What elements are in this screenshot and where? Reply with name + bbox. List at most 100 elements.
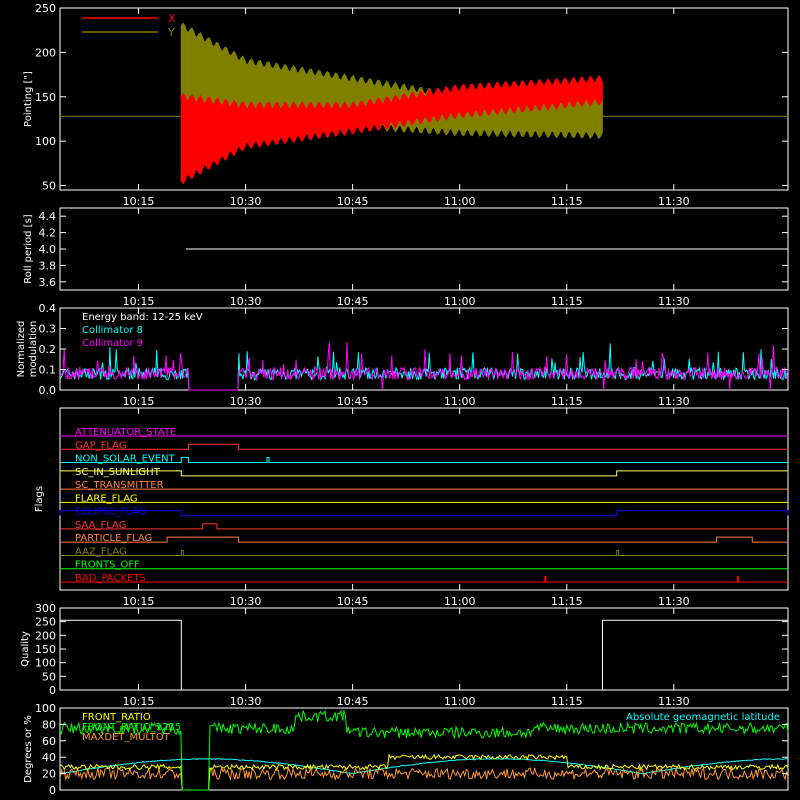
y-tick-label: 0.3 [39, 323, 57, 336]
x-tick-label: 10:15 [123, 695, 155, 708]
x-tick-label: 10:15 [123, 395, 155, 408]
pointing-y-ticks: 50 100 150 200 250 [35, 2, 788, 193]
flag-line-non-solar-event [60, 457, 788, 464]
flags-frame [59, 407, 789, 591]
x-tick-label: 10:45 [337, 595, 369, 608]
y-tick-label: 100 [35, 657, 56, 670]
flag-label-flare-flag: FLARE_FLAG [75, 493, 138, 504]
y-tick-label: 4.0 [39, 243, 57, 256]
flag-label-bad-packets: BAD_PACKETS [75, 573, 146, 584]
flag-label-sc-transmitter: SC_TRANSMITTER [75, 480, 164, 491]
roll-period-y-ticks: 3.6 3.8 4.0 4.2 4.4 [39, 210, 788, 289]
x-tick-label: 10:30 [230, 195, 262, 208]
x-tick-label: 11:15 [551, 195, 583, 208]
ratio-line-front-ratio-1225 [59, 709, 789, 791]
modulation-y-axis-label-line1: Normalized [16, 321, 27, 378]
flag-label-gap-flag: GAP_FLAG [75, 440, 127, 451]
legend-x-label: X [168, 12, 176, 25]
flags-panel: ATTENUATOR_STATE GAP_FLAG NON_SOLAR_EVENT S… [34, 407, 789, 608]
x-tick-label: 10:45 [337, 695, 369, 708]
modulation-x-ticks: 10:15 10:30 10:45 11:00 11:15 11:30 [123, 308, 690, 408]
roll-period-panel: 3.6 3.8 4.0 4.2 4.4 10:15 10:30 10:45 11:00 11:1… [23, 207, 789, 308]
x-tick-label: 11:15 [551, 395, 583, 408]
y-tick-label: 3.8 [39, 259, 57, 272]
y-tick-label: 4.2 [39, 227, 57, 240]
flag-label-saa-flag: SAA_FLAG [75, 520, 126, 531]
x-tick-label: 11:30 [658, 295, 690, 308]
y-tick-label: 150 [35, 91, 56, 104]
modulation-line-collimator-9 [59, 342, 789, 391]
y-tick-label: 150 [35, 643, 56, 656]
modulation-series [59, 342, 789, 391]
y-tick-label: 0.0 [39, 384, 57, 397]
legend-collimator-8: Collimator 8 [82, 325, 143, 336]
x-tick-label: 11:30 [658, 195, 690, 208]
y-tick-label: 4.4 [39, 210, 57, 223]
flag-label-non-solar-event: NON_SOLAR_EVENT [75, 454, 176, 465]
pointing-envelope-x [180, 74, 603, 185]
y-tick-label: 200 [35, 46, 56, 59]
x-tick-label: 10:45 [337, 295, 369, 308]
y-tick-label: 100 [35, 702, 56, 715]
flags-series: ATTENUATOR_STATE GAP_FLAG NON_SOLAR_EVENT S… [59, 427, 789, 584]
ratio-panel: 0 20 40 60 80 100 FRONT_RATIO FRONT_RATIO_122… [23, 702, 789, 797]
y-tick-label: 40 [42, 751, 56, 764]
x-tick-label: 10:30 [230, 595, 262, 608]
y-tick-label: 0 [49, 684, 56, 697]
flag-label-attenuator-state: ATTENUATOR_STATE [75, 427, 176, 438]
x-tick-label: 11:00 [444, 195, 476, 208]
pointing-panel: 50 100 150 200 250 10:15 10:30 10:45 11:00 11:15… [23, 2, 789, 208]
y-tick-label: 200 [35, 629, 56, 642]
x-tick-label: 11:00 [444, 395, 476, 408]
x-tick-label: 11:30 [658, 395, 690, 408]
modulation-panel: 0.0 0.1 0.2 0.3 0.4 10:15 10:30 10:45 11:00 11:1… [16, 302, 789, 408]
x-tick-label: 11:15 [551, 595, 583, 608]
energy-band-annotation: Energy band: 12-25 keV [82, 312, 203, 323]
pointing-y-axis-label: Pointing ["] [23, 71, 34, 127]
x-tick-label: 10:30 [230, 395, 262, 408]
x-tick-label: 11:00 [444, 295, 476, 308]
geomagnetic-latitude-annotation: Absolute geomagnetic latitude [626, 712, 780, 723]
quality-y-axis-label: Quality [20, 631, 31, 667]
pointing-x-ticks: 10:15 10:30 10:45 11:00 11:15 11:30 [123, 8, 690, 208]
legend-collimator-9: Collimator 9 [82, 338, 143, 349]
y-tick-label: 300 [35, 602, 56, 615]
y-tick-label: 50 [42, 180, 56, 193]
x-tick-label: 10:15 [123, 195, 155, 208]
y-tick-label: 3.6 [39, 276, 57, 289]
x-tick-label: 10:30 [230, 295, 262, 308]
y-tick-label: 0.4 [39, 302, 57, 315]
x-tick-label: 11:15 [551, 295, 583, 308]
x-tick-label: 11:30 [658, 595, 690, 608]
modulation-y-ticks: 0.0 0.1 0.2 0.3 0.4 [39, 302, 788, 397]
quality-series [60, 619, 788, 690]
x-tick-label: 10:15 [123, 595, 155, 608]
flag-line-saa-flag [60, 523, 788, 530]
flag-label-eclipse-flag: ECLIPSE_FLAG [75, 507, 146, 518]
flag-line-aaz-flag [60, 549, 788, 556]
flags-x-ticks: 10:15 10:30 10:45 11:00 11:15 11:30 [123, 408, 690, 608]
quality-line [60, 619, 788, 690]
flag-line-sc-in-sunlight [59, 470, 789, 477]
roll-period-y-axis-label: Roll period [s] [23, 214, 34, 283]
x-tick-label: 11:00 [444, 595, 476, 608]
y-tick-label: 80 [42, 718, 56, 731]
y-tick-label: 0 [49, 784, 56, 797]
x-tick-label: 11:15 [551, 695, 583, 708]
y-tick-label: 0.1 [39, 364, 57, 377]
y-tick-label: 20 [42, 768, 56, 781]
x-tick-label: 10:15 [123, 295, 155, 308]
flags-y-axis-label: Flags [34, 486, 45, 512]
x-tick-label: 11:00 [444, 695, 476, 708]
y-tick-label: 60 [42, 735, 56, 748]
y-tick-label: 250 [35, 616, 56, 629]
y-tick-label: 50 [42, 670, 56, 683]
quality-x-ticks: 10:15 10:30 10:45 11:00 11:15 11:30 [123, 608, 690, 708]
x-tick-label: 11:30 [658, 695, 690, 708]
legend-y-label: Y [167, 26, 175, 39]
pointing-legend: X Y [82, 12, 176, 39]
